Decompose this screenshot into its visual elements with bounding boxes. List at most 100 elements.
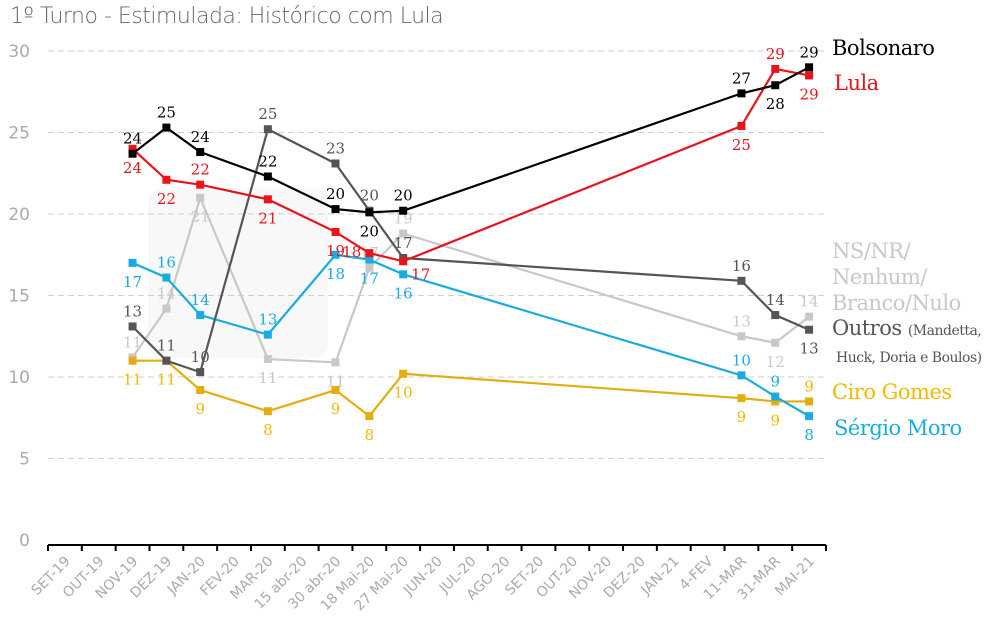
data-point: [365, 208, 374, 217]
data-label: 21: [191, 208, 210, 226]
data-point: [771, 311, 780, 320]
data-point: [162, 356, 171, 365]
series-line-5: [132, 253, 810, 418]
data-label: 20: [326, 185, 345, 203]
legend-ns-line2: Nenhum/: [832, 265, 927, 289]
data-point: [162, 123, 171, 132]
data-point: [365, 255, 374, 264]
legend-ns-nr: NS/NR/ Nenhum/ Branco/Nulo: [832, 238, 961, 316]
data-label: 24: [123, 130, 142, 148]
data-label: 24: [123, 159, 142, 177]
legend-outros-detail1: (Mandetta,: [907, 323, 982, 339]
data-point: [331, 250, 340, 259]
data-label: 25: [732, 136, 751, 154]
data-label: 20: [360, 187, 379, 205]
data-label: 20: [360, 222, 379, 240]
data-point: [737, 121, 746, 130]
legend-outros-detail2: Huck, Doria e Boulos): [836, 350, 982, 366]
data-point: [196, 193, 205, 202]
data-label: 19: [326, 242, 345, 260]
legend-ns-line1: NS/NR/: [832, 239, 911, 263]
y-tick-label: 25: [8, 124, 30, 144]
data-point: [263, 125, 272, 134]
data-label: 9: [770, 411, 780, 429]
data-label: 27: [732, 69, 751, 87]
data-label: 17: [411, 265, 430, 283]
data-point: [196, 311, 205, 320]
data-label: 16: [732, 257, 751, 275]
y-tick-label: 0: [19, 531, 30, 551]
data-label: 25: [157, 104, 176, 122]
data-label: 29: [800, 85, 819, 103]
data-label: 29: [766, 45, 785, 63]
data-point: [331, 205, 340, 214]
data-label: 14: [157, 285, 176, 303]
data-label: 11: [123, 371, 142, 389]
data-label: 25: [258, 105, 277, 123]
data-label: 24: [191, 128, 210, 146]
x-tick-label: JAN-21: [637, 554, 682, 599]
data-point: [737, 276, 746, 285]
data-point: [128, 258, 137, 267]
data-label: 8: [365, 426, 375, 444]
data-label: 9: [804, 377, 814, 395]
data-label: 11: [258, 369, 277, 387]
data-label: 13: [732, 312, 751, 330]
data-point: [196, 180, 205, 189]
data-point: [365, 263, 374, 272]
y-tick-label: 30: [8, 42, 30, 62]
data-point: [737, 89, 746, 98]
data-label: 9: [331, 400, 341, 418]
data-label: 10: [191, 348, 210, 366]
data-label: 22: [157, 190, 176, 208]
data-point: [263, 355, 272, 364]
data-point: [331, 386, 340, 395]
data-point: [805, 63, 814, 72]
legend-ns-line3: Branco/Nulo: [832, 291, 961, 315]
data-point: [771, 64, 780, 73]
legend-moro: Sérgio Moro: [834, 416, 962, 440]
data-label: 16: [394, 284, 413, 302]
series-line-2: [131, 194, 810, 364]
data-point: [162, 304, 171, 313]
data-point: [196, 386, 205, 395]
data-point: [263, 195, 272, 204]
data-point: [805, 325, 814, 334]
data-label: 17: [123, 273, 142, 291]
legend-outros: Outros (Mandetta, Huck, Doria e Boulos): [832, 316, 982, 370]
data-label: 17: [360, 270, 379, 288]
data-point: [128, 322, 137, 331]
data-label: 8: [263, 421, 273, 439]
data-point: [737, 371, 746, 380]
data-point: [365, 412, 374, 421]
legend-bolsonaro: Bolsonaro: [832, 36, 935, 60]
data-point: [737, 394, 746, 403]
data-point: [399, 206, 408, 215]
data-label: 11: [123, 333, 142, 351]
data-label: 11: [326, 372, 345, 390]
data-label: 13: [123, 302, 142, 320]
data-point: [331, 358, 340, 367]
data-label: 10: [394, 384, 413, 402]
data-point: [805, 71, 814, 80]
data-label: 16: [157, 254, 176, 272]
y-tick-label: 10: [8, 368, 30, 388]
chart-title: 1º Turno - Estimulada: Histórico com Lul…: [10, 4, 444, 29]
data-label: 28: [766, 95, 785, 113]
y-tick-label: 20: [8, 205, 30, 225]
data-point: [263, 407, 272, 416]
data-label: 19: [394, 210, 413, 228]
data-point: [196, 148, 205, 157]
data-label: 10: [732, 351, 751, 369]
data-label: 14: [800, 293, 819, 311]
data-point: [331, 227, 340, 236]
data-point: [399, 257, 408, 266]
data-label: 14: [766, 291, 785, 309]
data-point: [399, 270, 408, 279]
data-point: [771, 392, 780, 401]
data-label: 18: [326, 265, 345, 283]
y-tick-label: 5: [19, 450, 30, 470]
data-label: 13: [800, 340, 819, 358]
